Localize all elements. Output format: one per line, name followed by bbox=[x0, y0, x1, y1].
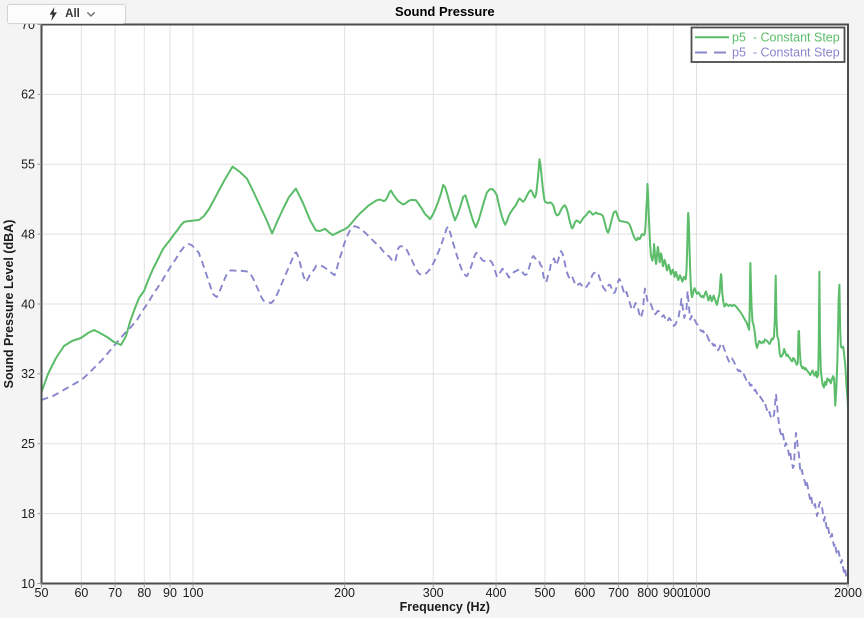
svg-text:62: 62 bbox=[21, 88, 35, 102]
svg-text:Sound Pressure: Sound Pressure bbox=[395, 4, 495, 19]
svg-text:900: 900 bbox=[663, 586, 684, 600]
svg-text:10: 10 bbox=[21, 577, 35, 591]
svg-text:80: 80 bbox=[137, 586, 151, 600]
svg-text:2000: 2000 bbox=[834, 586, 862, 600]
svg-text:48: 48 bbox=[21, 227, 35, 241]
svg-text:90: 90 bbox=[163, 586, 177, 600]
svg-text:700: 700 bbox=[608, 586, 629, 600]
svg-text:25: 25 bbox=[21, 437, 35, 451]
svg-text:400: 400 bbox=[486, 586, 507, 600]
svg-text:600: 600 bbox=[574, 586, 595, 600]
svg-text:p5 - Constant Step: p5 - Constant Step bbox=[732, 31, 840, 45]
svg-text:800: 800 bbox=[637, 586, 658, 600]
svg-text:500: 500 bbox=[534, 586, 555, 600]
svg-text:18: 18 bbox=[21, 507, 35, 521]
svg-text:1000: 1000 bbox=[683, 586, 711, 600]
svg-text:p5 - Constant Step: p5 - Constant Step bbox=[732, 46, 840, 60]
svg-text:Sound Pressure Level (dBA): Sound Pressure Level (dBA) bbox=[2, 220, 16, 389]
svg-text:100: 100 bbox=[183, 586, 204, 600]
svg-text:40: 40 bbox=[21, 297, 35, 311]
svg-text:50: 50 bbox=[35, 586, 49, 600]
svg-text:60: 60 bbox=[74, 586, 88, 600]
svg-text:32: 32 bbox=[21, 367, 35, 381]
svg-text:Frequency (Hz): Frequency (Hz) bbox=[400, 600, 490, 614]
svg-text:55: 55 bbox=[21, 158, 35, 172]
svg-text:200: 200 bbox=[334, 586, 355, 600]
svg-text:70: 70 bbox=[108, 586, 122, 600]
svg-text:300: 300 bbox=[423, 586, 444, 600]
